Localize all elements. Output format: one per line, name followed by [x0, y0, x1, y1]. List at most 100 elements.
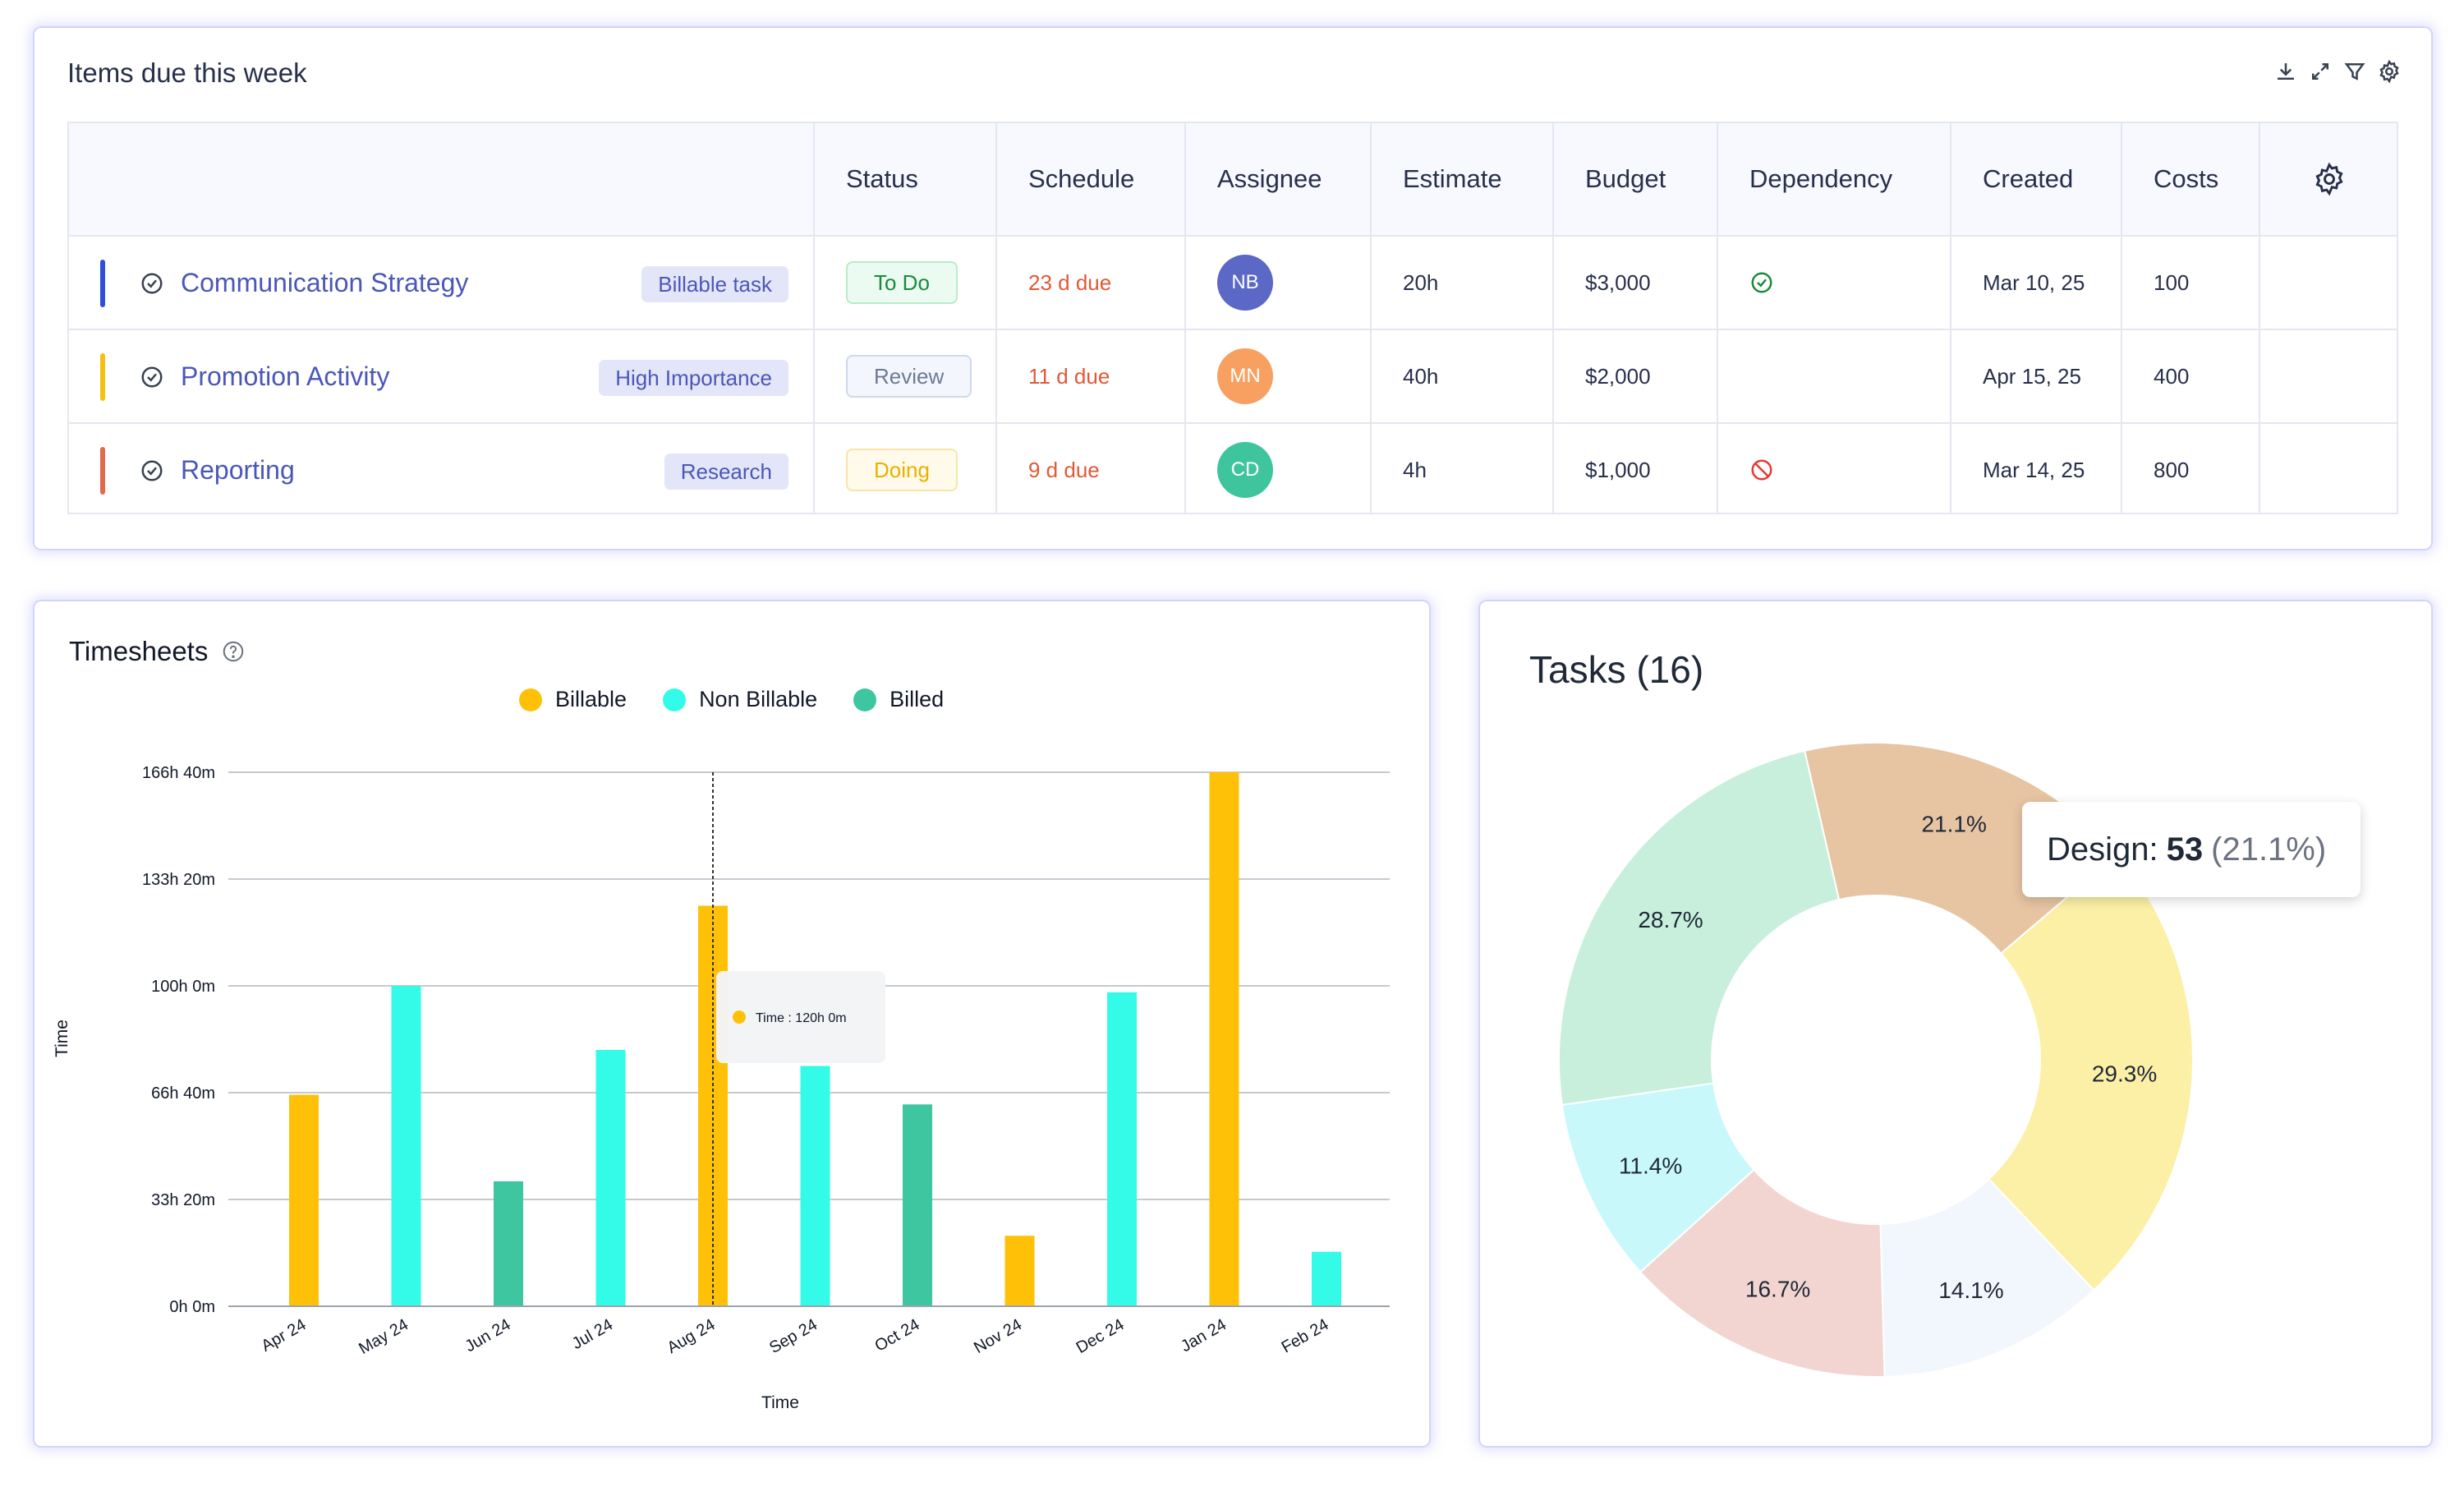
expand-icon[interactable] [2308, 59, 2333, 84]
legend-item-billable[interactable]: Billable [519, 687, 627, 712]
tasks-card: 21.1% 29.3% 14.1% 16.7% 11.4% 28.7% Tasks (16… [1480, 601, 2431, 1446]
table-row[interactable]: Promotion Activity High Importance Revie… [69, 330, 2397, 422]
col-costs[interactable]: Costs [2154, 164, 2219, 193]
legend-item-billed[interactable]: Billed [853, 687, 944, 712]
x-axis-label: Time [761, 1393, 799, 1412]
timesheets-title: Timesheets [69, 636, 209, 666]
x-tick-label: Jun 24 [462, 1315, 513, 1356]
legend-label: Non Billable [699, 687, 818, 711]
bar-tooltip: Time : 120h 0m [716, 971, 885, 1063]
priority-bar [100, 447, 105, 495]
status-badge[interactable]: Doing [846, 449, 958, 491]
x-tick-label: Aug 24 [664, 1315, 719, 1357]
legend-label: Billable [555, 687, 627, 711]
bar[interactable] [800, 1066, 830, 1306]
items-table: Status Schedule Assignee Estimate Budget… [67, 122, 2398, 514]
donut-slice[interactable] [1988, 853, 2194, 1291]
donut-tooltip: Design: 53 (21.1%) [2022, 802, 2361, 897]
slice-label: 14.1% [1938, 1278, 2003, 1303]
budget-value: $1,000 [1585, 457, 1651, 482]
bar[interactable] [391, 986, 421, 1306]
tooltip-label: Design: [2047, 831, 2158, 868]
slice-label: 28.7% [1638, 907, 1703, 932]
status-badge[interactable]: To Do [846, 261, 958, 304]
bar[interactable] [289, 1094, 319, 1306]
timesheets-card: 0h 0m 33h 20m 66h 40m 100h 0m 133h 20m 166h 4… [34, 601, 1429, 1446]
budget-value: $3,000 [1585, 269, 1651, 295]
bar[interactable] [1004, 1236, 1035, 1306]
col-budget[interactable]: Budget [1585, 164, 1666, 193]
legend-item-non-billable[interactable]: Non Billable [663, 687, 817, 712]
x-tick-label: Feb 24 [1279, 1315, 1332, 1356]
bar[interactable] [903, 1104, 932, 1306]
check-circle-icon [1751, 272, 1772, 293]
x-tick-label: Jul 24 [569, 1315, 616, 1353]
chart-legend: Billable Non Billable Billed [519, 687, 944, 712]
items-due-card: Items due this week Status Schedule Assi… [34, 28, 2431, 549]
help-icon[interactable] [221, 639, 246, 664]
col-schedule[interactable]: Schedule [1028, 164, 1135, 193]
donut-slice[interactable] [1558, 749, 1841, 1107]
blocked-icon [1751, 459, 1772, 481]
col-dependency[interactable]: Dependency [1749, 164, 1893, 193]
table-header: Status Schedule Assignee Estimate Budget… [69, 123, 2397, 237]
x-tick-label: May 24 [356, 1315, 411, 1358]
col-assignee[interactable]: Assignee [1217, 164, 1322, 193]
table-row[interactable]: Communication Strategy Billable task To … [69, 237, 2397, 329]
tasks-donut-chart: 21.1% 29.3% 14.1% 16.7% 11.4% 28.7% [1558, 742, 2194, 1378]
task-check-icon[interactable] [140, 458, 164, 483]
y-tick-label: 33h 20m [151, 1191, 215, 1209]
bar[interactable] [1209, 772, 1239, 1306]
budget-value: $2,000 [1585, 363, 1651, 389]
tooltip-text: Time : 120h 0m [756, 1011, 847, 1025]
donut-slice[interactable] [1879, 1177, 2095, 1378]
bar[interactable] [494, 1181, 523, 1306]
task-tag: High Importance [599, 360, 788, 396]
bar[interactable] [1312, 1251, 1341, 1306]
task-name[interactable]: Reporting [181, 454, 295, 485]
filter-icon[interactable] [2342, 59, 2367, 84]
table-row[interactable]: Reporting Research Doing 9 d due CD 4h $… [69, 424, 2397, 516]
col-estimate[interactable]: Estimate [1403, 164, 1502, 193]
schedule-value: 9 d due [1028, 457, 1100, 482]
col-status[interactable]: Status [846, 164, 918, 193]
bar[interactable] [595, 1050, 626, 1306]
task-tag: Billable task [641, 266, 788, 302]
slice-label: 21.1% [1921, 811, 1986, 836]
x-tick-label: Sep 24 [766, 1315, 821, 1357]
settings-icon[interactable] [2377, 59, 2402, 84]
tasks-title: Tasks (16) [1529, 648, 1704, 691]
task-check-icon[interactable] [140, 271, 164, 296]
priority-bar [100, 260, 105, 307]
card-toolbar [2273, 59, 2402, 84]
created-value: Mar 10, 25 [1983, 269, 2085, 295]
slice-label: 11.4% [1619, 1153, 1682, 1179]
avatar[interactable]: CD [1217, 442, 1273, 498]
timesheets-title-wrap: Timesheets [69, 636, 246, 667]
schedule-value: 11 d due [1028, 363, 1110, 389]
created-value: Mar 14, 25 [1983, 457, 2085, 482]
slice-label: 16.7% [1745, 1276, 1810, 1301]
status-badge[interactable]: Review [846, 355, 972, 398]
task-name[interactable]: Communication Strategy [181, 267, 469, 297]
download-icon[interactable] [2273, 59, 2298, 84]
estimate-value: 40h [1403, 363, 1439, 389]
bar[interactable] [1107, 992, 1137, 1306]
col-created[interactable]: Created [1983, 164, 2074, 193]
avatar[interactable]: NB [1217, 255, 1273, 311]
donut-slice[interactable] [1639, 1168, 1886, 1378]
legend-dot [519, 688, 542, 711]
estimate-value: 20h [1403, 269, 1439, 295]
x-tick-label: Apr 24 [258, 1315, 309, 1356]
task-name[interactable]: Promotion Activity [181, 361, 390, 391]
avatar[interactable]: MN [1217, 348, 1273, 404]
task-check-icon[interactable] [140, 365, 164, 389]
column-settings-icon[interactable] [2311, 161, 2347, 197]
x-tick-label: Nov 24 [971, 1315, 1025, 1357]
task-tag: Research [664, 453, 788, 490]
x-tick-label: Jan 24 [1178, 1315, 1230, 1356]
slice-label: 29.3% [2092, 1061, 2157, 1086]
costs-value: 800 [2154, 457, 2190, 482]
costs-value: 100 [2154, 269, 2190, 295]
estimate-value: 4h [1403, 457, 1427, 482]
